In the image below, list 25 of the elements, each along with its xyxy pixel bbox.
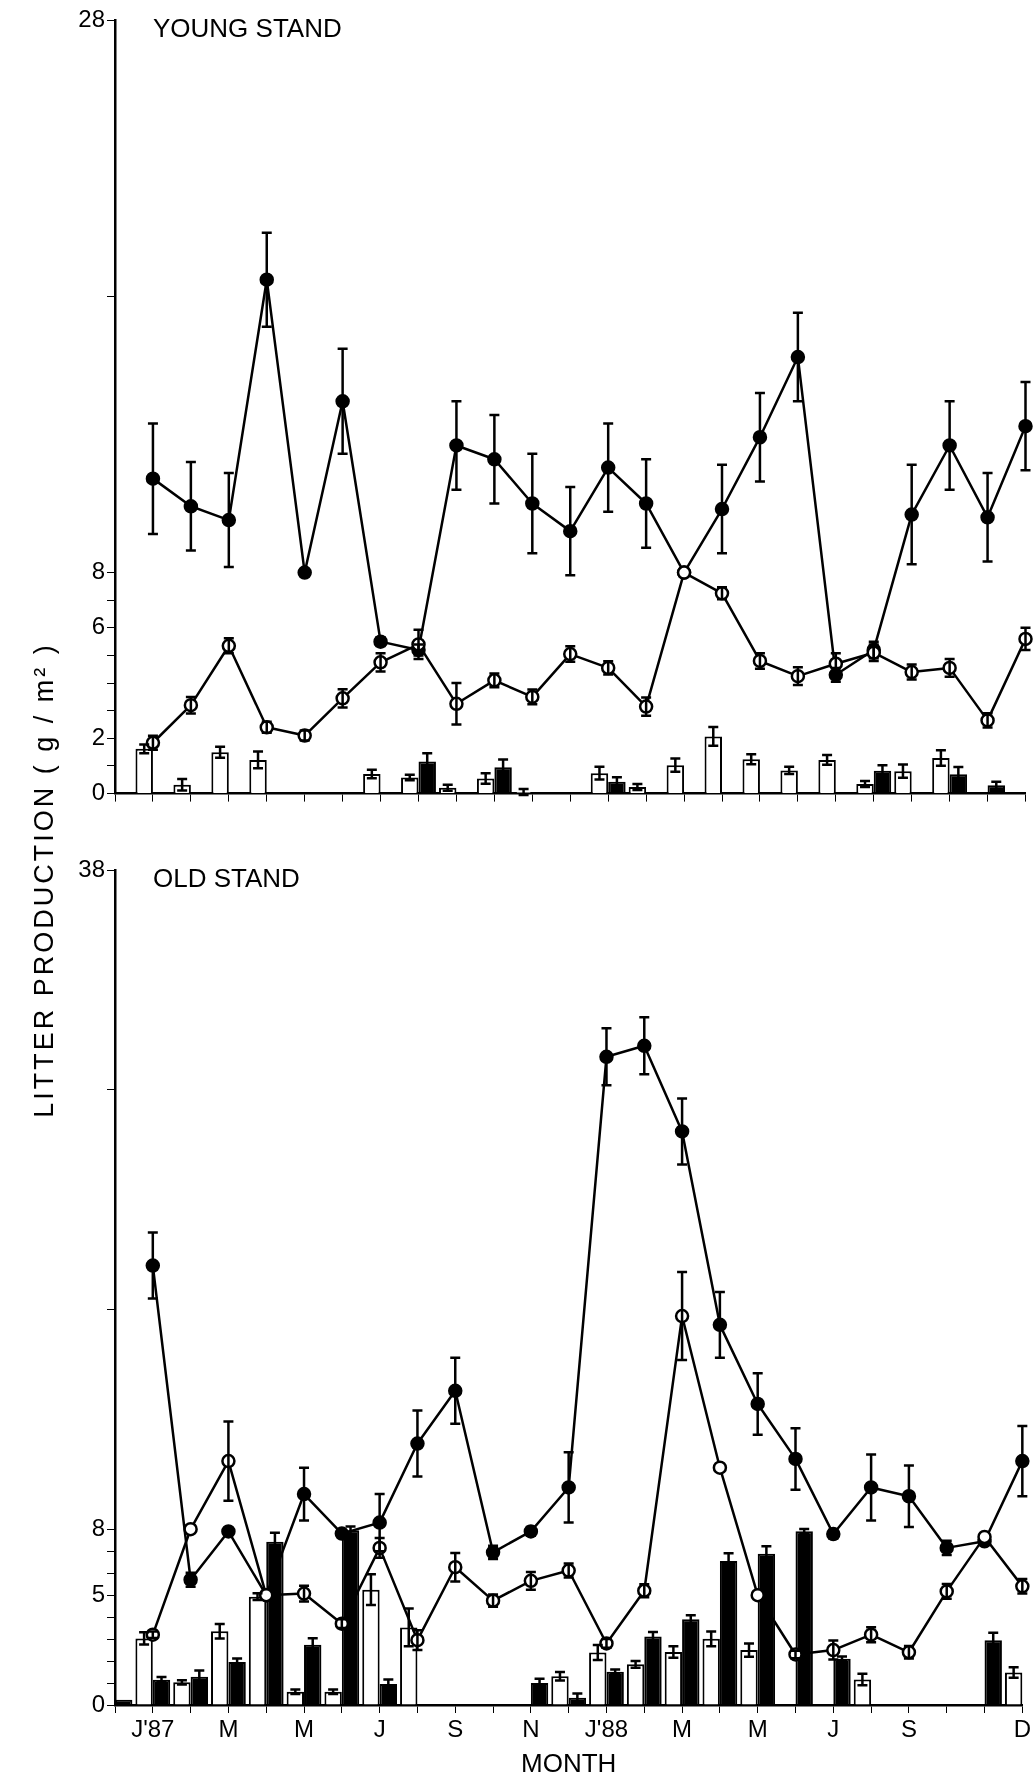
x-tick-label: D bbox=[1013, 1715, 1032, 1743]
y-tick-label: 28 bbox=[78, 4, 105, 32]
x-tick-label: J bbox=[827, 1715, 840, 1743]
y-tick-label: 38 bbox=[78, 854, 105, 882]
x-tick-label: J bbox=[373, 1715, 386, 1743]
x-tick-label: M bbox=[672, 1715, 693, 1743]
x-tick-label: M bbox=[218, 1715, 239, 1743]
x-tick-label: J'87 bbox=[131, 1715, 175, 1743]
chart-title: YOUNG STAND bbox=[153, 13, 342, 44]
y-tick-label: 0 bbox=[91, 778, 105, 806]
chart-title: OLD STAND bbox=[153, 863, 300, 894]
x-axis-title: MONTH bbox=[521, 1747, 617, 1778]
y-tick-label: 5 bbox=[91, 1579, 105, 1607]
y-tick-label: 8 bbox=[91, 557, 105, 585]
y-tick-label: 6 bbox=[91, 612, 105, 640]
y-axis-title: LITTER PRODUCTION ( g / m² ) bbox=[28, 642, 60, 1118]
x-tick-label: M bbox=[294, 1715, 315, 1743]
y-tick-label: 2 bbox=[91, 722, 105, 750]
x-tick-label: S bbox=[447, 1715, 464, 1743]
x-tick-label: S bbox=[900, 1715, 917, 1743]
y-tick-label: 8 bbox=[91, 1513, 105, 1541]
x-tick-label: N bbox=[522, 1715, 540, 1743]
x-tick-label: J'88 bbox=[584, 1715, 629, 1743]
y-tick-label: 0 bbox=[91, 1689, 105, 1717]
x-tick-label: M bbox=[747, 1715, 768, 1743]
